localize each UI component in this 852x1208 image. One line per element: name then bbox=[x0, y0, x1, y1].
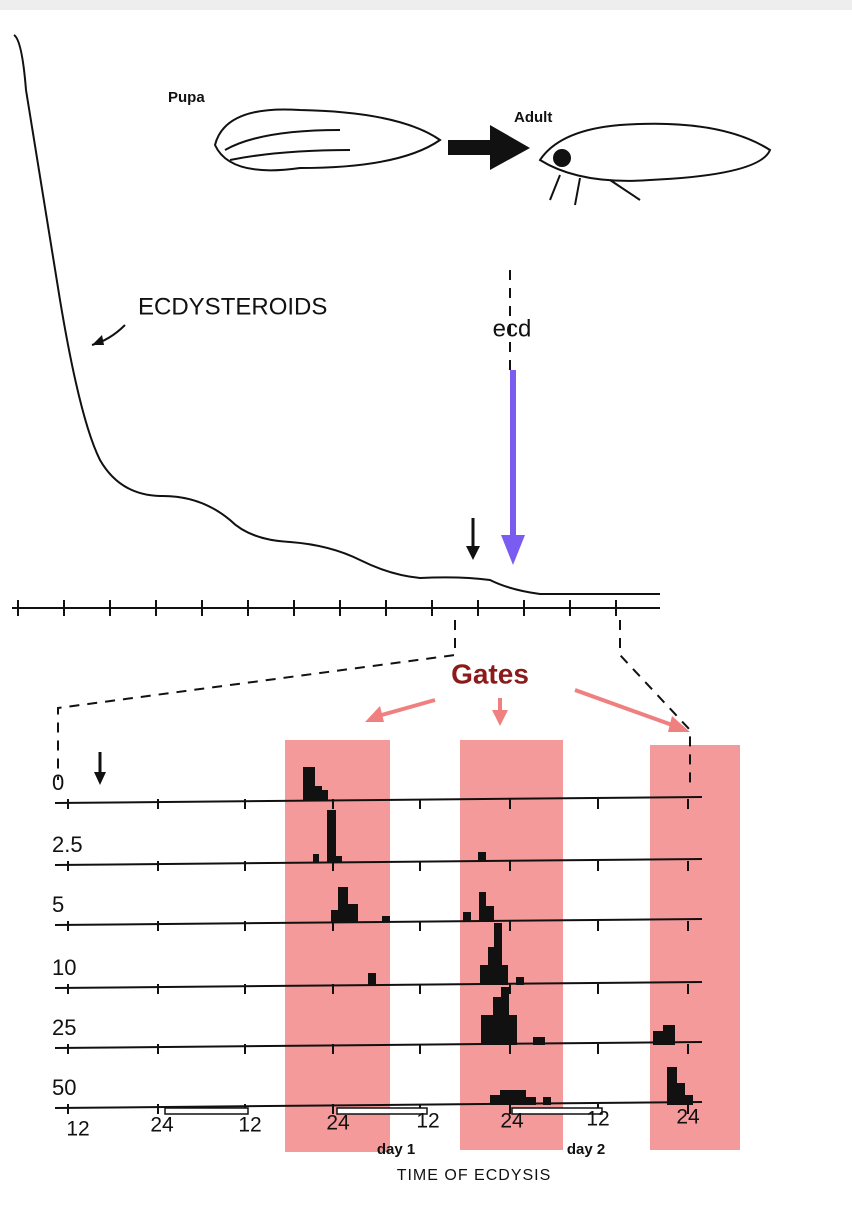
day-bar bbox=[337, 1108, 427, 1114]
histogram-bar bbox=[478, 852, 486, 862]
histogram-bar bbox=[331, 910, 339, 922]
histogram-bar bbox=[315, 786, 322, 800]
histogram-bar bbox=[502, 965, 508, 985]
histogram-bar bbox=[653, 1031, 663, 1045]
histogram-bar bbox=[486, 906, 494, 922]
row-label: 10 bbox=[52, 955, 76, 980]
histogram-bar bbox=[494, 923, 502, 985]
histogram-bar bbox=[677, 1083, 685, 1105]
row-label: 25 bbox=[52, 1015, 76, 1040]
gate-band bbox=[460, 740, 563, 1150]
x-tick-label: 24 bbox=[676, 1106, 700, 1129]
row-label: 2.5 bbox=[52, 832, 83, 857]
histogram-bar bbox=[338, 887, 348, 922]
pupa-label: Pupa bbox=[168, 89, 205, 106]
gate-band bbox=[650, 745, 740, 1150]
histogram-bar bbox=[526, 1097, 536, 1105]
gate-band bbox=[285, 740, 390, 1152]
row-label: 5 bbox=[52, 892, 64, 917]
histogram-bar bbox=[463, 912, 471, 922]
histogram-bar bbox=[533, 1037, 545, 1045]
histogram-bar bbox=[336, 856, 342, 862]
row-label: 0 bbox=[52, 770, 64, 795]
histogram-bar bbox=[368, 973, 376, 985]
day-bar bbox=[165, 1108, 248, 1114]
histogram-bar bbox=[509, 1015, 517, 1045]
histogram-bar bbox=[500, 1090, 526, 1105]
histogram-bar bbox=[488, 947, 494, 985]
x-axis-title: TIME OF ECDYSIS bbox=[397, 1167, 552, 1184]
histogram-bar bbox=[481, 1015, 493, 1045]
adult-label: Adult bbox=[514, 109, 552, 126]
histogram-bar bbox=[516, 977, 524, 985]
histogram-bar bbox=[493, 997, 501, 1045]
top-border bbox=[0, 0, 852, 10]
page: {"labels": {"pupa": "Pupa", "adult": "Ad… bbox=[0, 0, 852, 1208]
ecdysteroids-label: ECDYSTEROIDS bbox=[138, 293, 327, 320]
row-label: 50 bbox=[52, 1075, 76, 1100]
ecd-label: ecd bbox=[493, 315, 532, 342]
x-tick-label: 12 bbox=[416, 1110, 439, 1133]
histogram-bar bbox=[480, 965, 488, 985]
histogram-bar bbox=[501, 987, 509, 1045]
histogram-bar bbox=[313, 854, 319, 862]
histogram-bar bbox=[543, 1097, 551, 1105]
histogram-bar bbox=[490, 1095, 500, 1105]
histogram-bar bbox=[322, 790, 328, 800]
x-tick-label: 12 bbox=[238, 1114, 261, 1137]
histogram-bar bbox=[667, 1067, 677, 1105]
x-tick-label: 24 bbox=[150, 1114, 174, 1137]
histogram-bar bbox=[348, 904, 358, 922]
histogram-bar bbox=[685, 1095, 693, 1105]
histogram-bar bbox=[479, 892, 486, 922]
histogram-bar bbox=[327, 810, 336, 862]
histogram-bar bbox=[303, 767, 315, 800]
day-label: day 2 bbox=[567, 1141, 605, 1158]
x-tick-label: 12 bbox=[66, 1118, 89, 1141]
x-tick-label: 24 bbox=[326, 1112, 350, 1135]
x-tick-label: 12 bbox=[586, 1108, 609, 1131]
histogram-bar bbox=[663, 1025, 675, 1045]
histogram-bar bbox=[382, 916, 390, 922]
figure: Pupa Adult ECDYSTEROIDS ecd Gates 0 2.5 5 1… bbox=[0, 0, 852, 1208]
x-tick-label: 24 bbox=[500, 1110, 524, 1133]
day-label: day 1 bbox=[377, 1141, 415, 1158]
gates-label: Gates bbox=[451, 658, 529, 689]
